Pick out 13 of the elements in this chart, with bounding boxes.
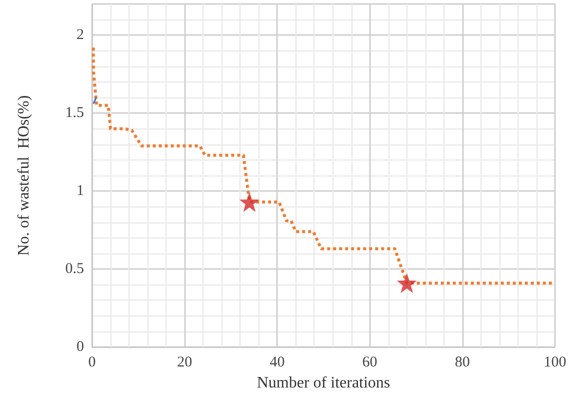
y-tick-label: 1	[76, 183, 84, 200]
x-tick-label: 100	[544, 354, 566, 370]
y-axis-title: No. of wasteful HOs(%)	[16, 95, 32, 256]
x-tick-label: 20	[177, 354, 192, 370]
x-axis-title: Number of iterations	[256, 374, 390, 392]
x-tick-label: 80	[454, 354, 470, 370]
y-tick-label: 2	[76, 27, 84, 44]
x-tick-label: 60	[362, 354, 378, 370]
y-tick-label: 1.5	[65, 105, 84, 122]
y-tick-label: 0.5	[65, 261, 84, 278]
x-tick-label: 40	[270, 354, 285, 370]
y-tick-label: 0	[76, 339, 84, 355]
x-tick-label: 0	[88, 354, 96, 370]
